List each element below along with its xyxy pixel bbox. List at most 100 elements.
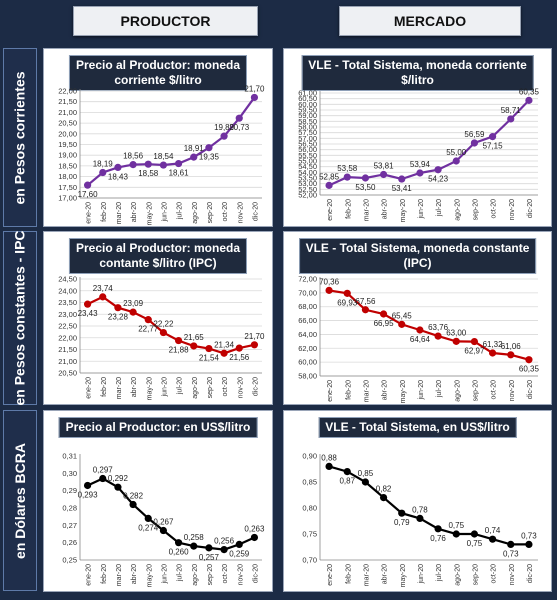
data-point	[205, 544, 213, 552]
data-label: 21,70	[244, 84, 265, 93]
y-tick-label: 53,50	[298, 174, 317, 183]
y-tick-label: 72,00	[298, 275, 317, 284]
y-tick-label: 21,00	[58, 108, 77, 117]
data-label: 61,06	[501, 342, 522, 351]
y-tick-label: 19,00	[58, 151, 77, 160]
data-point	[174, 539, 183, 547]
data-label: 0,259	[229, 549, 250, 558]
y-tick-label: 58,00	[298, 372, 317, 381]
data-label: 0,263	[244, 524, 265, 533]
x-tick-label: jul-20	[436, 199, 443, 217]
data-point	[250, 533, 259, 542]
data-point	[129, 500, 137, 509]
data-point	[398, 175, 406, 183]
data-label: 0,257	[199, 553, 220, 562]
data-point	[434, 525, 442, 533]
data-point	[379, 170, 388, 179]
data-label: 21,70	[244, 332, 265, 341]
x-tick-label: ago-20	[454, 199, 461, 221]
row-label-pesos-constantes-text: en Pesos constantes - IPC	[12, 230, 28, 406]
y-tick-label: 55,00	[298, 157, 317, 166]
chart-title-line: (IPC)	[403, 256, 432, 270]
data-label: 0,267	[153, 518, 174, 527]
data-label: 53,50	[355, 183, 376, 192]
data-point	[144, 514, 152, 522]
y-tick-label: 62,00	[298, 344, 317, 353]
data-label: 62,97	[464, 347, 485, 356]
data-point	[220, 546, 228, 554]
y-tick-label: 52,00	[298, 191, 317, 200]
x-tick-label: mar-20	[116, 564, 123, 586]
y-tick-label: 59,00	[298, 111, 317, 120]
data-point	[452, 530, 460, 538]
data-label: 0,292	[108, 474, 129, 483]
x-tick-label: may-20	[400, 199, 407, 222]
x-tick-label: jul-20	[177, 377, 184, 395]
x-tick-label: dic-20	[527, 199, 534, 218]
data-label: 69,93	[337, 298, 358, 307]
x-tick-label: jun-20	[418, 564, 425, 585]
y-tick-label: 55,50	[298, 151, 317, 160]
y-tick-label: 58,50	[298, 117, 317, 126]
data-point	[99, 293, 107, 301]
data-label: 56,59	[464, 130, 485, 139]
x-tick-label: ago-20	[454, 380, 461, 402]
data-point	[488, 535, 497, 543]
x-tick-label: feb-20	[345, 199, 352, 219]
data-point	[114, 304, 122, 312]
x-tick-label: dic-20	[252, 202, 259, 221]
x-tick-label: jun-20	[418, 199, 425, 220]
x-tick-label: ago-20	[192, 564, 199, 586]
chart-title: VLE - Total Sistema, en US$/litro	[318, 417, 517, 438]
data-point	[220, 132, 228, 140]
data-label: 23,28	[108, 313, 129, 322]
chart-title-line: $/litro	[401, 73, 434, 87]
line-chart: 20,50 21,00 21,50 22,00 22,50 23,00 23,50 24,00…	[58, 275, 265, 401]
data-label: 18,19	[93, 160, 114, 169]
y-tick-label: 0,90	[302, 452, 317, 461]
y-tick-label: 0,27	[62, 521, 77, 530]
y-tick-label: 0,30	[62, 469, 77, 478]
x-tick-label: abr-20	[131, 564, 138, 584]
data-label: 58,71	[501, 106, 522, 115]
chart-title-line: corriente $/litro	[114, 73, 202, 87]
y-tick-label: 56,00	[298, 145, 317, 154]
data-label: 21,34	[214, 340, 235, 349]
data-label: 0,88	[321, 453, 337, 462]
data-label: 0,79	[394, 518, 410, 527]
x-tick-label: dic-20	[252, 377, 259, 396]
data-point	[159, 328, 168, 337]
data-label: 18,61	[169, 169, 190, 178]
data-point	[452, 157, 460, 165]
line-chart: 0,70 0,75 0,80 0,85 0,90 ene-20 feb-20 mar-20 ab…	[302, 452, 538, 587]
data-label: 52,85	[319, 172, 340, 181]
x-tick-label: oct-20	[222, 377, 229, 397]
data-label: 22,22	[153, 320, 174, 329]
x-tick-label: jul-20	[177, 202, 184, 220]
x-tick-label: nov-20	[509, 564, 516, 586]
x-tick-label: sep-20	[472, 564, 479, 586]
header-productor: PRODUCTOR	[73, 6, 258, 36]
data-label: 0,74	[485, 526, 501, 535]
data-point	[235, 540, 243, 548]
x-tick-label: jun-20	[418, 380, 425, 401]
x-tick-label: dic-20	[252, 564, 259, 583]
x-tick-label: ago-20	[192, 377, 199, 399]
y-tick-label: 0,31	[62, 452, 77, 461]
y-tick-label: 0,85	[302, 478, 317, 487]
x-tick-label: oct-20	[491, 380, 498, 400]
data-point	[452, 337, 460, 345]
data-label: 0,282	[123, 492, 144, 501]
data-point	[114, 483, 122, 491]
data-point	[129, 161, 137, 169]
data-label: 21,88	[169, 346, 190, 355]
x-tick-label: ene-20	[86, 564, 93, 586]
data-point	[83, 181, 92, 189]
x-tick-label: ene-20	[86, 202, 93, 224]
x-tick-label: oct-20	[222, 202, 229, 222]
data-label: 19,89	[214, 123, 235, 132]
data-label: 53,81	[374, 161, 395, 170]
y-tick-label: 0,75	[302, 530, 317, 539]
chart-title-line: VLE - Total Sistema, moneda constante	[305, 241, 530, 255]
chart-panel-productor-ipc: Precio al Productor: moneda contante $/l…	[43, 231, 273, 405]
